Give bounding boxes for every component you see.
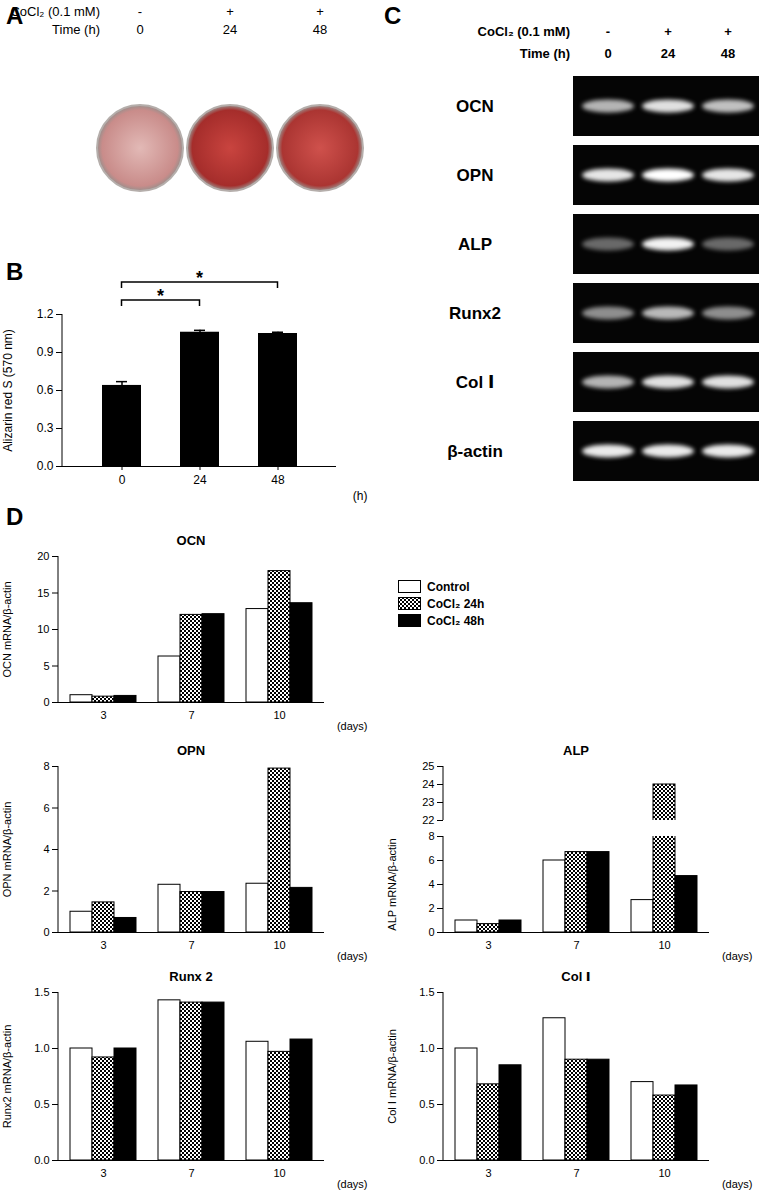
svg-text:*: * [196, 268, 203, 288]
svg-text:4: 4 [428, 878, 434, 890]
svg-text:0: 0 [428, 926, 434, 938]
svg-text:Alizarin red S (570 nm): Alizarin red S (570 nm) [1, 329, 15, 452]
svg-text:0: 0 [119, 473, 126, 487]
svg-text:3: 3 [100, 1167, 106, 1179]
svg-text:Time (h): Time (h) [520, 46, 570, 61]
svg-text:OPN mRNA/β-actin: OPN mRNA/β-actin [1, 802, 13, 898]
svg-text:3: 3 [100, 709, 106, 721]
svg-text:10: 10 [273, 709, 285, 721]
svg-text:24: 24 [661, 46, 676, 61]
svg-text:(days): (days) [337, 720, 368, 732]
svg-text:1.0: 1.0 [34, 1042, 49, 1054]
svg-text:7: 7 [573, 939, 579, 951]
svg-text:0.5: 0.5 [419, 1098, 434, 1110]
svg-text:*: * [157, 286, 164, 306]
svg-text:10: 10 [658, 1167, 670, 1179]
svg-text:3: 3 [100, 939, 106, 951]
svg-text:Runx2: Runx2 [449, 304, 501, 323]
svg-text:+: + [664, 24, 672, 39]
svg-text:Col Ⅰ mRNA/β-actin: Col Ⅰ mRNA/β-actin [386, 1029, 398, 1124]
svg-text:8: 8 [428, 830, 434, 842]
svg-text:(days): (days) [722, 1178, 753, 1190]
svg-text:+: + [226, 4, 234, 19]
svg-text:(days): (days) [337, 1178, 368, 1190]
svg-text:ALP mRNA/β-actin: ALP mRNA/β-actin [386, 838, 398, 930]
svg-text:2: 2 [428, 902, 434, 914]
svg-text:0.3: 0.3 [37, 421, 54, 435]
svg-text:β-actin: β-actin [447, 442, 503, 461]
svg-text:0.5: 0.5 [34, 1098, 49, 1110]
svg-text:3: 3 [485, 939, 491, 951]
svg-text:1.5: 1.5 [34, 986, 49, 998]
svg-text:3: 3 [485, 1167, 491, 1179]
svg-text:24: 24 [422, 778, 434, 790]
svg-text:25: 25 [422, 760, 434, 772]
svg-text:1.0: 1.0 [419, 1042, 434, 1054]
svg-text:0.0: 0.0 [37, 459, 54, 473]
svg-text:1.5: 1.5 [419, 986, 434, 998]
svg-text:(h): (h) [353, 489, 368, 503]
svg-text:0: 0 [43, 696, 49, 708]
svg-text:8: 8 [43, 760, 49, 772]
svg-text:OPN: OPN [457, 166, 494, 185]
svg-text:Runx2 mRNA/β-actin: Runx2 mRNA/β-actin [1, 1025, 13, 1129]
svg-text:ALP: ALP [458, 235, 492, 254]
svg-text:5: 5 [43, 660, 49, 672]
svg-text:15: 15 [37, 587, 49, 599]
svg-text:0: 0 [43, 926, 49, 938]
svg-text:0.0: 0.0 [34, 1154, 49, 1166]
svg-text:0.9: 0.9 [37, 345, 54, 359]
svg-text:Col Ⅰ: Col Ⅰ [456, 373, 494, 392]
svg-text:OCN mRNA/β-actin: OCN mRNA/β-actin [1, 581, 13, 677]
svg-text:0.0: 0.0 [419, 1154, 434, 1166]
svg-text:+: + [724, 24, 732, 39]
svg-text:10: 10 [658, 939, 670, 951]
svg-text:7: 7 [188, 939, 194, 951]
svg-text:(days): (days) [722, 950, 753, 962]
svg-text:48: 48 [271, 473, 285, 487]
svg-text:10: 10 [273, 939, 285, 951]
svg-text:+: + [316, 4, 324, 19]
svg-text:7: 7 [188, 1167, 194, 1179]
svg-text:23: 23 [422, 796, 434, 808]
svg-text:10: 10 [37, 623, 49, 635]
svg-text:10: 10 [273, 1167, 285, 1179]
svg-text:CoCl₂ (0.1 mM): CoCl₂ (0.1 mM) [478, 24, 570, 39]
svg-text:1.2: 1.2 [37, 307, 54, 321]
svg-text:22: 22 [422, 814, 434, 826]
svg-text:24: 24 [193, 473, 207, 487]
svg-text:7: 7 [188, 709, 194, 721]
svg-text:Time (h): Time (h) [52, 22, 100, 37]
svg-text:0.6: 0.6 [37, 383, 54, 397]
svg-text:7: 7 [573, 1167, 579, 1179]
svg-text:24: 24 [223, 22, 237, 37]
svg-text:-: - [606, 24, 610, 39]
svg-text:-: - [138, 4, 142, 19]
svg-text:4: 4 [43, 843, 49, 855]
svg-text:0: 0 [604, 46, 611, 61]
svg-text:(days): (days) [337, 950, 368, 962]
svg-text:CoCl₂ (0.1 mM): CoCl₂ (0.1 mM) [10, 4, 100, 19]
svg-text:20: 20 [37, 550, 49, 562]
svg-text:OCN: OCN [456, 97, 494, 116]
svg-text:48: 48 [313, 22, 327, 37]
svg-text:6: 6 [428, 854, 434, 866]
svg-text:6: 6 [43, 802, 49, 814]
svg-text:2: 2 [43, 885, 49, 897]
svg-text:48: 48 [721, 46, 735, 61]
svg-text:0: 0 [136, 22, 143, 37]
